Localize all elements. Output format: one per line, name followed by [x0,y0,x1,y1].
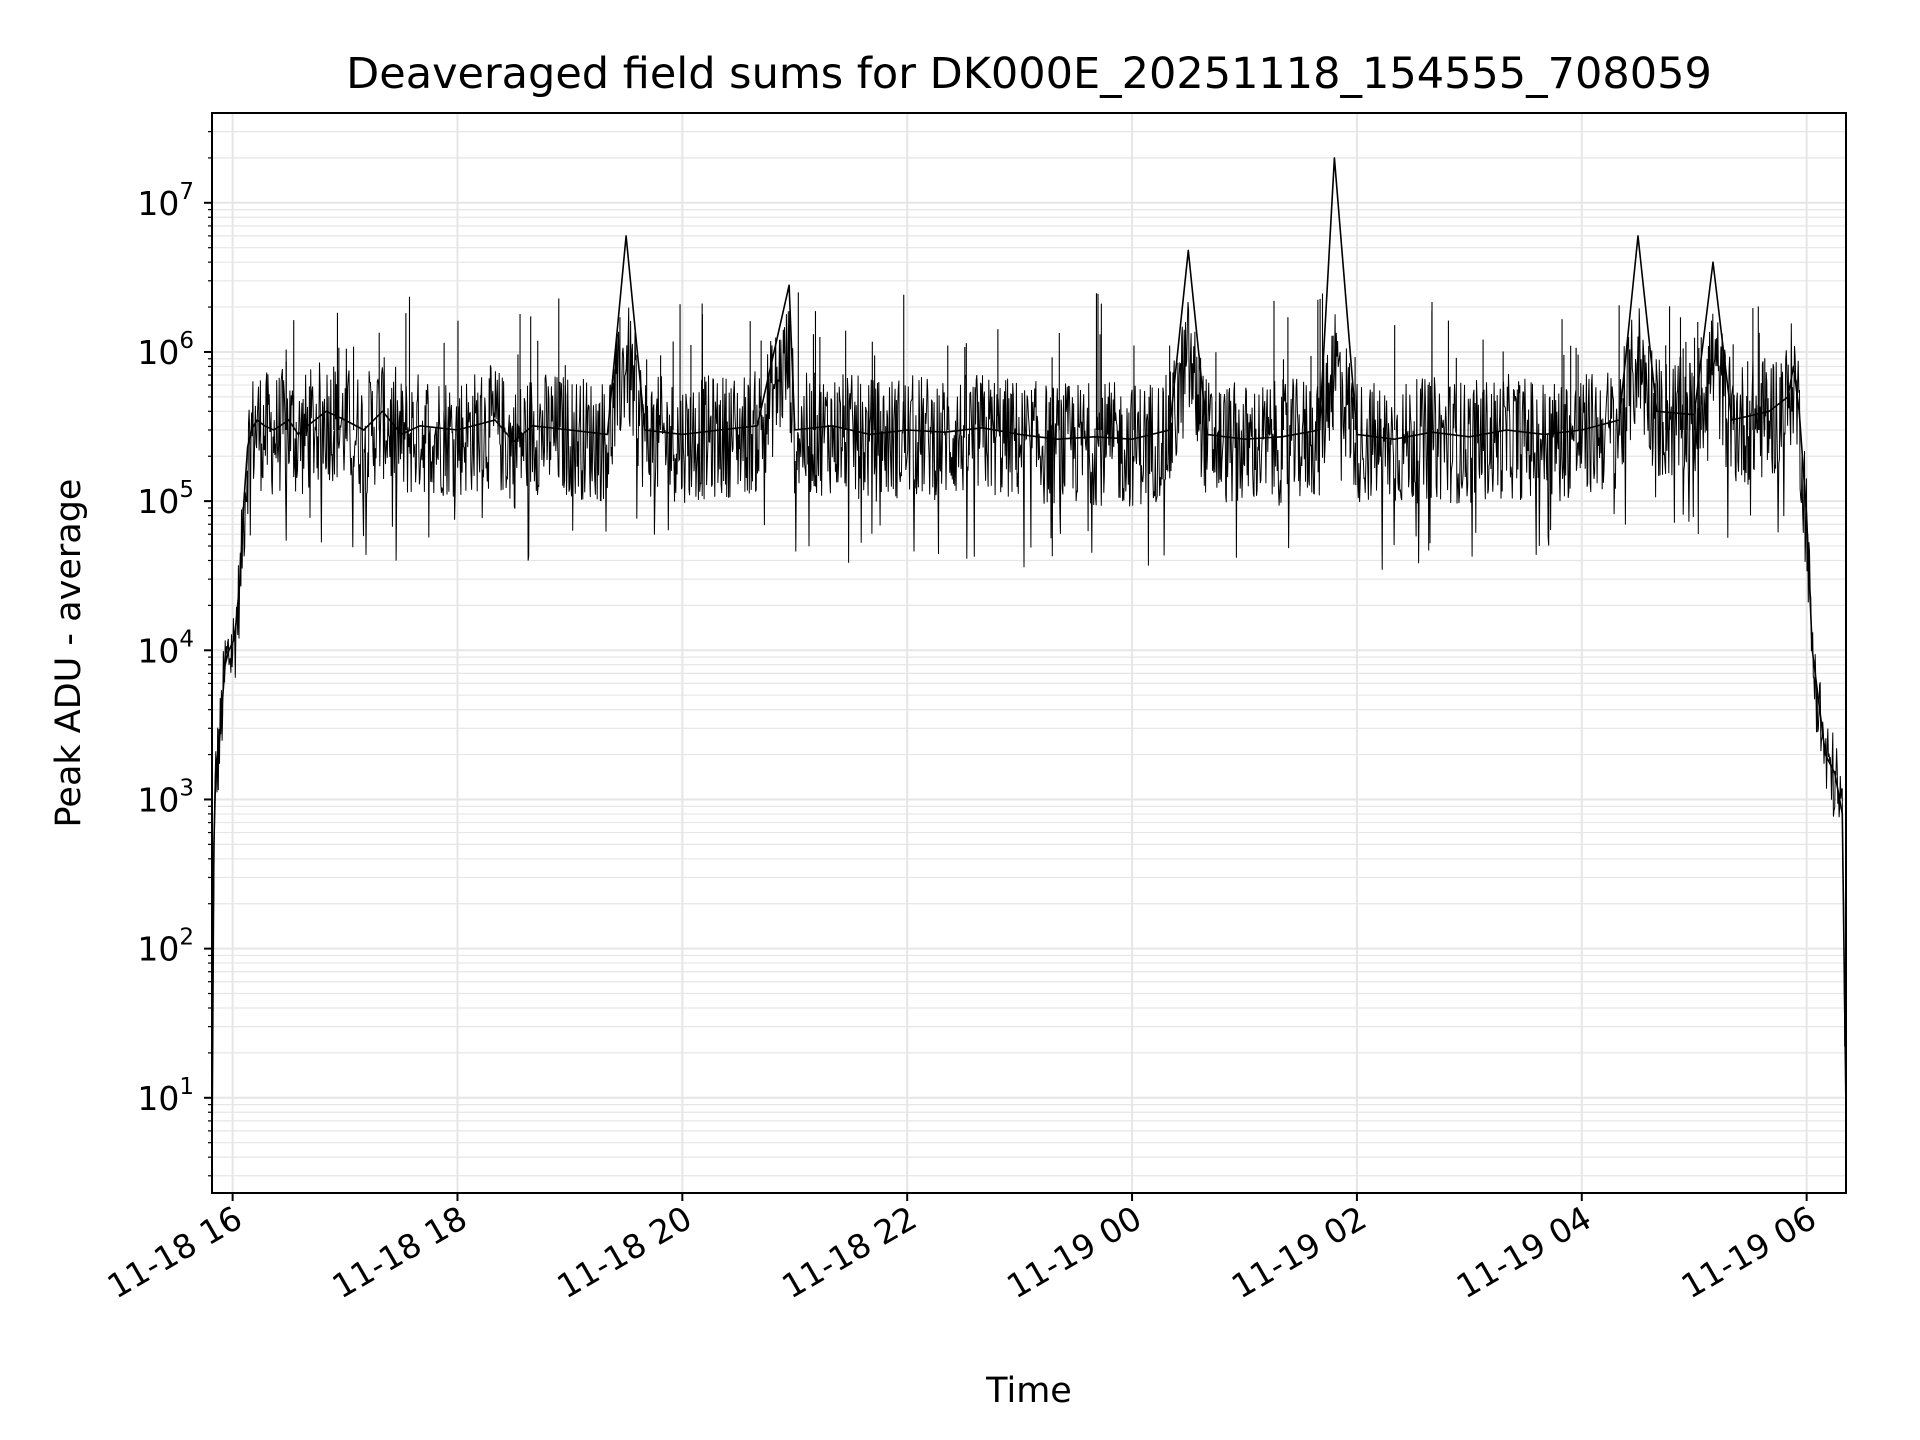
data-spikes [285,292,1782,430]
y-tick-label: 104 [137,626,194,670]
grid [212,113,1846,1193]
y-tick-label: 103 [137,775,194,819]
y-tick-label: 101 [137,1074,194,1118]
y-tick-label: 105 [137,477,194,521]
chart-title: Deaveraged field sums for DK000E_2025111… [346,49,1712,99]
y-tick-label: 107 [137,179,194,223]
data-line-noise [211,301,1847,1148]
plot-frame [211,112,1847,1194]
data-line-series [211,157,1847,1158]
y-axis-ticks: 101 102 103 104 105 106 107 [137,131,212,1177]
y-tick-label: 102 [137,925,194,969]
x-axis-label: Time [985,1371,1072,1411]
y-tick-label: 106 [137,328,194,372]
y-axis-label: Peak ADU - average [49,479,89,828]
